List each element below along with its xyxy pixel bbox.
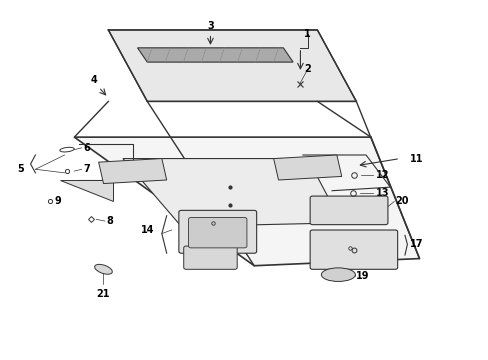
Text: 1: 1: [304, 28, 310, 39]
Polygon shape: [122, 158, 341, 226]
Polygon shape: [60, 180, 113, 202]
Ellipse shape: [95, 264, 112, 274]
Text: 5: 5: [18, 164, 24, 174]
FancyBboxPatch shape: [309, 196, 387, 225]
FancyBboxPatch shape: [309, 230, 397, 269]
Polygon shape: [273, 155, 341, 180]
Text: 21: 21: [97, 289, 110, 299]
FancyBboxPatch shape: [183, 246, 237, 269]
Text: 13: 13: [375, 188, 388, 198]
Text: 2: 2: [304, 64, 310, 74]
Polygon shape: [74, 137, 419, 266]
Polygon shape: [108, 30, 356, 102]
FancyBboxPatch shape: [179, 210, 256, 253]
Text: 3: 3: [206, 21, 213, 31]
Text: 12: 12: [375, 170, 388, 180]
Text: 6: 6: [83, 143, 90, 153]
Text: 19: 19: [356, 271, 369, 282]
Polygon shape: [137, 48, 292, 62]
Text: 11: 11: [409, 154, 423, 163]
Text: 7: 7: [83, 164, 90, 174]
Text: 10: 10: [213, 197, 226, 206]
Text: 4: 4: [90, 75, 97, 85]
Text: 14: 14: [140, 225, 154, 235]
Polygon shape: [99, 158, 166, 184]
Text: 9: 9: [55, 197, 61, 206]
Text: 20: 20: [394, 197, 408, 206]
Text: 18: 18: [366, 247, 379, 256]
Ellipse shape: [321, 268, 355, 282]
Text: 8: 8: [106, 216, 113, 226]
Text: 15: 15: [224, 216, 238, 226]
FancyBboxPatch shape: [188, 217, 246, 248]
Text: 16: 16: [201, 257, 214, 267]
Text: 17: 17: [409, 239, 423, 249]
